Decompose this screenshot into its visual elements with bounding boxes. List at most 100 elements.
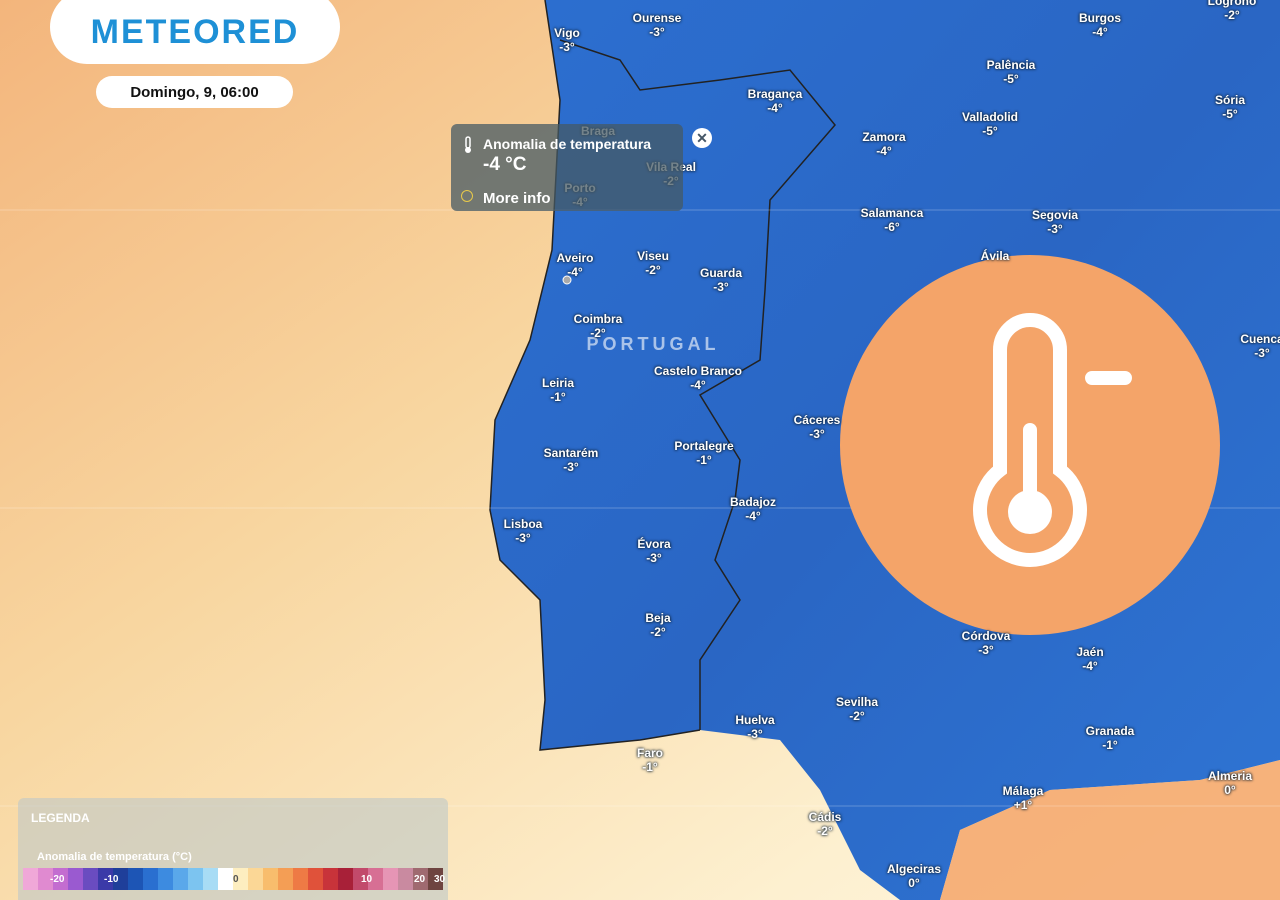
city-label[interactable]: Vigo -3°	[554, 26, 580, 54]
city-value: 0°	[908, 876, 920, 890]
city-label[interactable]: Logroño -2°	[1208, 0, 1257, 22]
city-label[interactable]: Segovia -3°	[1032, 208, 1078, 236]
city-value: -3°	[515, 531, 531, 545]
city-name: Granada	[1085, 724, 1135, 738]
city-label[interactable]: Córdova -3°	[962, 629, 1011, 657]
scale-step	[413, 868, 428, 890]
city-value: -4°	[767, 101, 783, 115]
city-value: -5°	[1003, 72, 1019, 86]
legend-tick: -20	[50, 874, 65, 885]
legend-tick: -10	[104, 874, 119, 885]
city-value: -3°	[563, 460, 579, 474]
city-name: Palência	[986, 58, 1036, 72]
scale-step	[353, 868, 368, 890]
scale-step	[428, 868, 443, 890]
scale-step	[38, 868, 53, 890]
city-label[interactable]: Faro -1°	[637, 746, 663, 774]
city-label[interactable]: Almeria 0°	[1208, 769, 1252, 797]
city-name: Cuenca	[1240, 332, 1280, 346]
legend: LEGENDA Anomalia de temperatura (°C) -20…	[18, 798, 448, 900]
city-value: -3°	[978, 643, 994, 657]
city-label[interactable]: Cádis -2°	[809, 810, 842, 838]
scale-step	[23, 868, 38, 890]
city-label[interactable]: Zamora -4°	[862, 130, 905, 158]
city-name: Portalegre	[674, 439, 734, 453]
city-label[interactable]: Algeciras 0°	[887, 862, 941, 890]
city-value: -2°	[650, 625, 666, 639]
scale-step	[323, 868, 338, 890]
scale-step	[113, 868, 128, 890]
scale-step	[248, 868, 263, 890]
city-label[interactable]: Cuenca -3°	[1240, 332, 1280, 360]
city-label[interactable]: Beja -2°	[645, 611, 670, 639]
city-value: -1°	[696, 453, 712, 467]
city-label[interactable]: Portalegre -1°	[674, 439, 733, 467]
city-value: -5°	[982, 124, 998, 138]
city-label[interactable]: Sória -5°	[1215, 93, 1245, 121]
city-name: Vigo	[554, 26, 580, 40]
city-label[interactable]: Cáceres -3°	[794, 413, 841, 441]
city-label[interactable]: Ávila	[981, 249, 1010, 263]
city-name: Guarda	[699, 266, 743, 280]
city-value: -3°	[713, 280, 729, 294]
city-name: Aveiro	[556, 251, 594, 265]
scale-step	[83, 868, 98, 890]
city-label[interactable]: Santarém -3°	[544, 446, 599, 474]
sea-south	[940, 760, 1280, 900]
city-name: Beja	[645, 611, 671, 625]
city-label[interactable]: Évora -3°	[637, 537, 670, 565]
city-label[interactable]: Aveiro -4°	[557, 251, 594, 279]
scale-step	[53, 868, 68, 890]
scale-step	[158, 868, 173, 890]
city-name: Leiria	[541, 376, 575, 390]
city-label[interactable]: Lisboa -3°	[504, 517, 543, 545]
legend-subtitle: Anomalia de temperatura (°C)	[37, 851, 192, 863]
city-name: Segovia	[1031, 208, 1079, 222]
city-value: -1°	[550, 390, 566, 404]
city-label[interactable]: Huelva -3°	[735, 713, 774, 741]
city-value: 0°	[1224, 783, 1236, 797]
logo[interactable]: METEORED	[50, 0, 340, 64]
city-value: -4°	[876, 144, 892, 158]
city-value: -4°	[1092, 25, 1108, 39]
city-label[interactable]: Castelo Branco -4°	[654, 364, 742, 392]
city-label[interactable]: Guarda -3°	[700, 266, 742, 294]
city-name: Coimbra	[573, 312, 623, 326]
city-label[interactable]: Leiria -1°	[542, 376, 574, 404]
scale-step	[278, 868, 293, 890]
city-name: Málaga	[1002, 784, 1044, 798]
city-label[interactable]: Jaén -4°	[1076, 645, 1103, 673]
scale-step	[233, 868, 248, 890]
city-value: -1°	[1102, 738, 1118, 752]
city-name: Évora	[637, 537, 671, 551]
city-name: Logroño	[1207, 0, 1257, 8]
info-popup: Anomalia de temperatura -4 °C More info …	[451, 124, 712, 211]
city-label[interactable]: Valladolid -5°	[962, 110, 1018, 138]
scale-step	[218, 868, 233, 890]
city-value: +1°	[1013, 798, 1033, 812]
city-label[interactable]: Palência -5°	[987, 58, 1036, 86]
color-scale	[23, 868, 443, 890]
city-label[interactable]: Ourense -3°	[633, 11, 682, 39]
city-label[interactable]: Coimbra -2°	[574, 312, 623, 340]
city-label[interactable]: Málaga +1°	[1003, 784, 1044, 812]
close-button[interactable]: ✕	[692, 128, 712, 148]
border	[559, 39, 836, 730]
city-value: -3°	[1047, 222, 1063, 236]
scale-step	[308, 868, 323, 890]
more-info-link[interactable]: More info	[483, 190, 551, 207]
city-label[interactable]: Viseu -2°	[637, 249, 669, 277]
city-label[interactable]: Bragança -4°	[748, 87, 803, 115]
city-value: -3°	[747, 727, 763, 741]
city-name: Zamora	[862, 130, 906, 144]
city-label[interactable]: Badajoz -4°	[730, 495, 776, 523]
city-label[interactable]: Granada -1°	[1086, 724, 1135, 752]
city-name: Jaén	[1076, 645, 1104, 659]
city-label[interactable]: Burgos -4°	[1079, 11, 1121, 39]
city-label[interactable]: Salamanca -6°	[861, 206, 924, 234]
scale-step	[203, 868, 218, 890]
city-value: -3°	[559, 40, 575, 54]
city-label[interactable]: Sevilha -2°	[836, 695, 878, 723]
city-value: -2°	[645, 263, 661, 277]
